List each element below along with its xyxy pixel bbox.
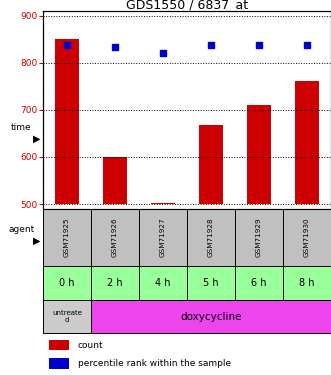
Text: ▶: ▶: [33, 134, 40, 144]
Point: [305, 42, 310, 48]
Bar: [43, 209, 91, 266]
Point: [257, 42, 262, 48]
Bar: [49, 358, 69, 369]
Text: 5 h: 5 h: [203, 278, 219, 288]
Bar: [139, 266, 187, 300]
Text: doxycycline: doxycycline: [180, 312, 242, 321]
Text: GSM71925: GSM71925: [64, 217, 70, 257]
Text: GSM71927: GSM71927: [160, 217, 166, 257]
Bar: [199, 125, 223, 204]
Text: 8 h: 8 h: [299, 278, 315, 288]
Bar: [187, 266, 235, 300]
Bar: [283, 266, 331, 300]
Bar: [295, 81, 319, 204]
Point: [209, 42, 214, 48]
Text: count: count: [77, 340, 103, 350]
Text: GSM71929: GSM71929: [256, 217, 262, 257]
Point: [64, 42, 70, 48]
Bar: [151, 203, 175, 204]
Text: GSM71928: GSM71928: [208, 217, 214, 257]
Bar: [235, 266, 283, 300]
Bar: [139, 209, 187, 266]
Bar: [187, 209, 235, 266]
Text: GSM71926: GSM71926: [112, 217, 118, 257]
Text: ▶: ▶: [33, 236, 40, 245]
Title: GDS1550 / 6837_at: GDS1550 / 6837_at: [126, 0, 248, 11]
Bar: [103, 157, 127, 204]
Text: untreate
d: untreate d: [52, 310, 82, 323]
Text: time: time: [11, 123, 32, 132]
Bar: [43, 300, 91, 333]
Bar: [55, 39, 79, 204]
Text: 6 h: 6 h: [251, 278, 267, 288]
Bar: [49, 340, 69, 350]
Text: 0 h: 0 h: [59, 278, 75, 288]
Text: percentile rank within the sample: percentile rank within the sample: [77, 359, 231, 368]
Bar: [91, 300, 331, 333]
Text: 2 h: 2 h: [107, 278, 123, 288]
Text: 4 h: 4 h: [155, 278, 171, 288]
Bar: [247, 105, 271, 204]
Point: [113, 44, 118, 50]
Text: GSM71930: GSM71930: [304, 217, 310, 257]
Point: [161, 50, 166, 56]
Bar: [235, 209, 283, 266]
Text: agent: agent: [8, 225, 35, 234]
Bar: [283, 209, 331, 266]
Bar: [43, 266, 91, 300]
Bar: [91, 266, 139, 300]
Bar: [91, 209, 139, 266]
